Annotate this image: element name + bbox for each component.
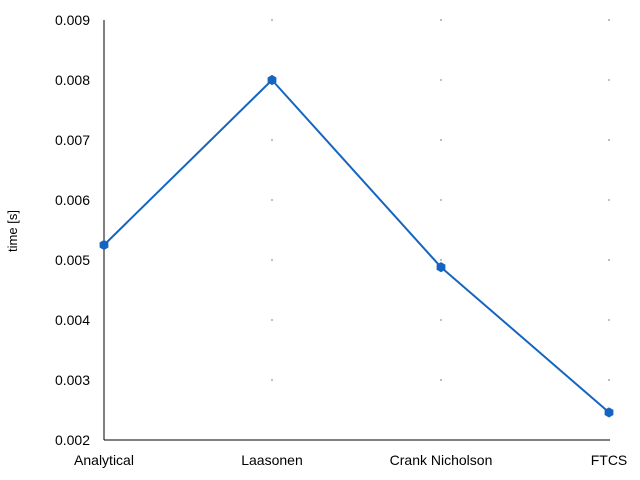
y-tick-label: 0.009 bbox=[55, 12, 90, 28]
data-point bbox=[99, 239, 109, 251]
grid-dot bbox=[440, 259, 442, 261]
y-tick-label: 0.004 bbox=[55, 312, 90, 328]
x-tick-label: FTCS bbox=[591, 452, 628, 468]
grid-dot bbox=[608, 379, 610, 381]
grid-dot bbox=[608, 199, 610, 201]
data-point bbox=[267, 74, 277, 86]
grid-dot bbox=[440, 139, 442, 141]
y-axis-label: time [s] bbox=[5, 210, 20, 252]
grid-dot bbox=[608, 259, 610, 261]
series-layer bbox=[99, 74, 614, 418]
data-point bbox=[604, 407, 614, 418]
y-tick-label: 0.008 bbox=[55, 72, 90, 88]
y-tick-label: 0.006 bbox=[55, 192, 90, 208]
grid-dot bbox=[440, 319, 442, 321]
x-tick-label: Laasonen bbox=[241, 452, 303, 468]
grid-dot bbox=[271, 139, 273, 141]
grid-dot bbox=[271, 379, 273, 381]
x-tick-label: Analytical bbox=[74, 452, 134, 468]
y-tick-label: 0.007 bbox=[55, 132, 90, 148]
series-line bbox=[103, 79, 610, 414]
grid-dots bbox=[271, 19, 610, 441]
y-tick-labels: 0.002 0.003 0.004 0.005 0.006 0.007 0.008 0.009 bbox=[55, 12, 90, 448]
grid-dot bbox=[271, 19, 273, 21]
grid-dot bbox=[440, 199, 442, 201]
grid-dot bbox=[440, 79, 442, 81]
grid-dot bbox=[440, 379, 442, 381]
y-tick-label: 0.002 bbox=[55, 432, 90, 448]
x-tick-label: Crank Nicholson bbox=[390, 452, 493, 468]
grid-dot bbox=[271, 259, 273, 261]
grid-dot bbox=[608, 19, 610, 21]
grid-dot bbox=[440, 19, 442, 21]
grid-dot bbox=[271, 199, 273, 201]
x-tick-labels: Analytical Laasonen Crank Nicholson FTCS bbox=[74, 452, 627, 468]
grid-dot bbox=[271, 319, 273, 321]
data-point bbox=[436, 262, 446, 273]
grid-dot bbox=[608, 139, 610, 141]
axes bbox=[103, 20, 610, 441]
y-tick-label: 0.003 bbox=[55, 372, 90, 388]
grid-dot bbox=[608, 319, 610, 321]
grid-dot bbox=[608, 79, 610, 81]
y-tick-label: 0.005 bbox=[55, 252, 90, 268]
